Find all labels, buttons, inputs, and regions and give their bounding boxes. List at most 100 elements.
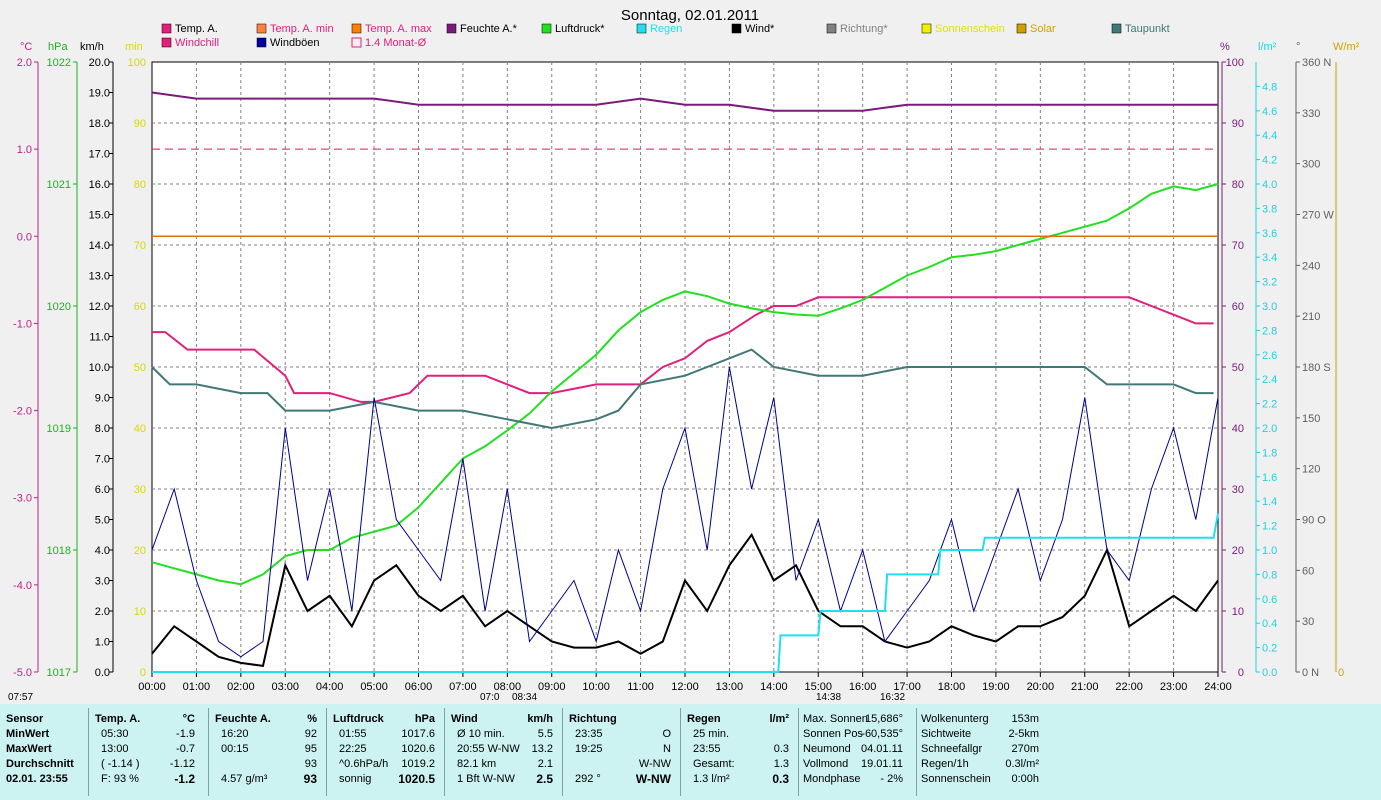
wind-row-value: 5.5 [537, 728, 553, 740]
hpa-axis-label: 1020 [47, 301, 71, 313]
legend-swatch [446, 23, 457, 34]
dir-axis-label: 210 [1302, 311, 1320, 323]
temp-axis-label: 2.0 [17, 57, 32, 69]
humidity-unit: % [307, 713, 317, 725]
rain-row-label: 25 min. [693, 728, 730, 740]
series-line-4 [151, 532, 1219, 668]
legend-swatch [161, 37, 172, 48]
pressure-header: Luftdruck [333, 713, 384, 725]
time-label: 07:00 [449, 681, 477, 693]
wind-row-value: 2.1 [537, 758, 553, 770]
time-label: 12:00 [671, 681, 699, 693]
pct-axis-unit: % [1220, 41, 1230, 53]
time-label: 19:00 [982, 681, 1010, 693]
rain-axis-label: 4.0 [1262, 179, 1277, 191]
legend-label: Richtung* [840, 23, 888, 35]
kmh-axis-label: 11.0 [89, 332, 110, 344]
rain-axis-label: 0.8 [1262, 569, 1277, 581]
time-label: 21:00 [1071, 681, 1099, 693]
rain-axis-label: 3.8 [1262, 203, 1277, 215]
series-line-2 [151, 183, 1219, 586]
time-label: 15:00 [804, 681, 832, 693]
temp-unit: °C [182, 713, 195, 725]
time-label: 00:00 [138, 681, 166, 693]
hpa-axis-label: 1019 [47, 423, 71, 435]
legend-swatch [731, 23, 742, 34]
legend: Temp. A. Windchill Temp. A. min Windböen Tem… [161, 23, 1170, 49]
wind-column: Wind km/h Ø 10 min. 5.5 20:55 W-NW 13.2 82.1 k… [444, 708, 557, 796]
temp-row-value: -1.12 [169, 758, 195, 770]
temp-header: Temp. A. [95, 713, 141, 725]
pct-axis-label: 100 [1226, 57, 1244, 69]
min-axis-unit: min [125, 41, 143, 53]
pct-axis-label: 80 [1232, 179, 1244, 191]
humidity-header: Feuchte A. [215, 713, 271, 725]
legend-swatch [541, 23, 552, 34]
min-axis-label: 40 [134, 423, 146, 435]
dir-axis-label: 120 [1302, 464, 1320, 476]
rain-row-value: 0.3 [772, 772, 789, 786]
pressure-row-label: 22:25 [339, 743, 367, 755]
pct-axis-label: 90 [1232, 118, 1244, 130]
rain-axis-label: 2.6 [1262, 350, 1277, 362]
rain-axis-label: 1.4 [1262, 496, 1277, 508]
hpa-axis-unit: hPa [48, 41, 68, 53]
legend-label: 1.4 Monat-Ø [365, 37, 427, 49]
time-label: 09:00 [538, 681, 566, 693]
time-label: 20:00 [1027, 681, 1055, 693]
sun-row-value: - 2% [880, 773, 903, 785]
kmh-axis-label: 10.0 [89, 362, 110, 374]
dir-axis-unit: ° [1296, 41, 1300, 53]
rain-axis-label: 3.0 [1262, 301, 1277, 313]
legend-swatch [1111, 23, 1122, 34]
series-line-6 [152, 513, 1219, 673]
pct-axis-label: 60 [1232, 301, 1244, 313]
temp-row-label: F: 93 % [101, 773, 139, 785]
dir-axis-label: 90 O [1302, 515, 1326, 527]
rain-axis-label: 2.4 [1262, 374, 1277, 386]
min-axis-label: 20 [134, 545, 146, 557]
rain-header: Regen [687, 713, 721, 725]
direction-header: Richtung [569, 713, 617, 725]
misc-row-label: Regen/1h [921, 758, 969, 770]
misc-row-label: Sonnenschein [921, 773, 991, 785]
kmh-axis-label: 19.0 [89, 88, 110, 100]
misc-row-value: 0.3l/m² [1005, 758, 1039, 770]
legend-label: Feuchte A.* [460, 23, 518, 35]
rain-axis-label: 3.6 [1262, 228, 1277, 240]
pressure-unit: hPa [414, 713, 435, 725]
rain-axis-label: 3.2 [1262, 277, 1277, 289]
sun-row-label: Neumond [803, 743, 851, 755]
kmh-axis-label: 2.0 [95, 606, 110, 618]
misc-row-label: Sichtweite [921, 728, 972, 740]
hpa-axis-label: 1021 [47, 179, 71, 191]
humidity-row-value: 92 [304, 728, 317, 740]
sun-time-label: 14:38 [816, 692, 841, 703]
direction-row-label: 23:35 [575, 728, 603, 740]
pct-axis-label: 0 [1238, 667, 1244, 679]
dir-axis-label: 300 [1302, 159, 1320, 171]
rain-axis-unit: l/m² [1258, 41, 1277, 53]
direction-row-value: W-NW [638, 758, 671, 770]
rain-row-label: Gesamt: [693, 758, 735, 770]
legend-swatch [351, 23, 362, 34]
temp-row-label: ( -1.14 ) [101, 758, 140, 770]
misc-row-value: 270m [1011, 743, 1039, 755]
humidity-column: Feuchte A.% 16:20 92 00:15 95 93 4.57 g/m³ 93 [208, 708, 321, 796]
wind-row-value: 13.2 [531, 743, 553, 755]
time-label: 01:00 [183, 681, 211, 693]
legend-swatch [826, 23, 837, 34]
legend-swatch [636, 23, 647, 34]
misc-row-value: 153m [1011, 713, 1039, 725]
sun-row-label: Vollmond [803, 758, 849, 770]
rain-axis-label: 0.6 [1262, 594, 1277, 606]
direction-unit [569, 712, 671, 727]
direction-row-label: 19:25 [575, 743, 603, 755]
pressure-row-label: sonnig [339, 773, 372, 785]
rain-axis-label: 3.4 [1262, 252, 1277, 264]
time-label: 23:00 [1160, 681, 1188, 693]
solar-axis-label: 0 [1338, 667, 1344, 679]
dir-axis-label: 360 N [1302, 57, 1331, 69]
dir-axis-label: 330 [1302, 108, 1320, 120]
